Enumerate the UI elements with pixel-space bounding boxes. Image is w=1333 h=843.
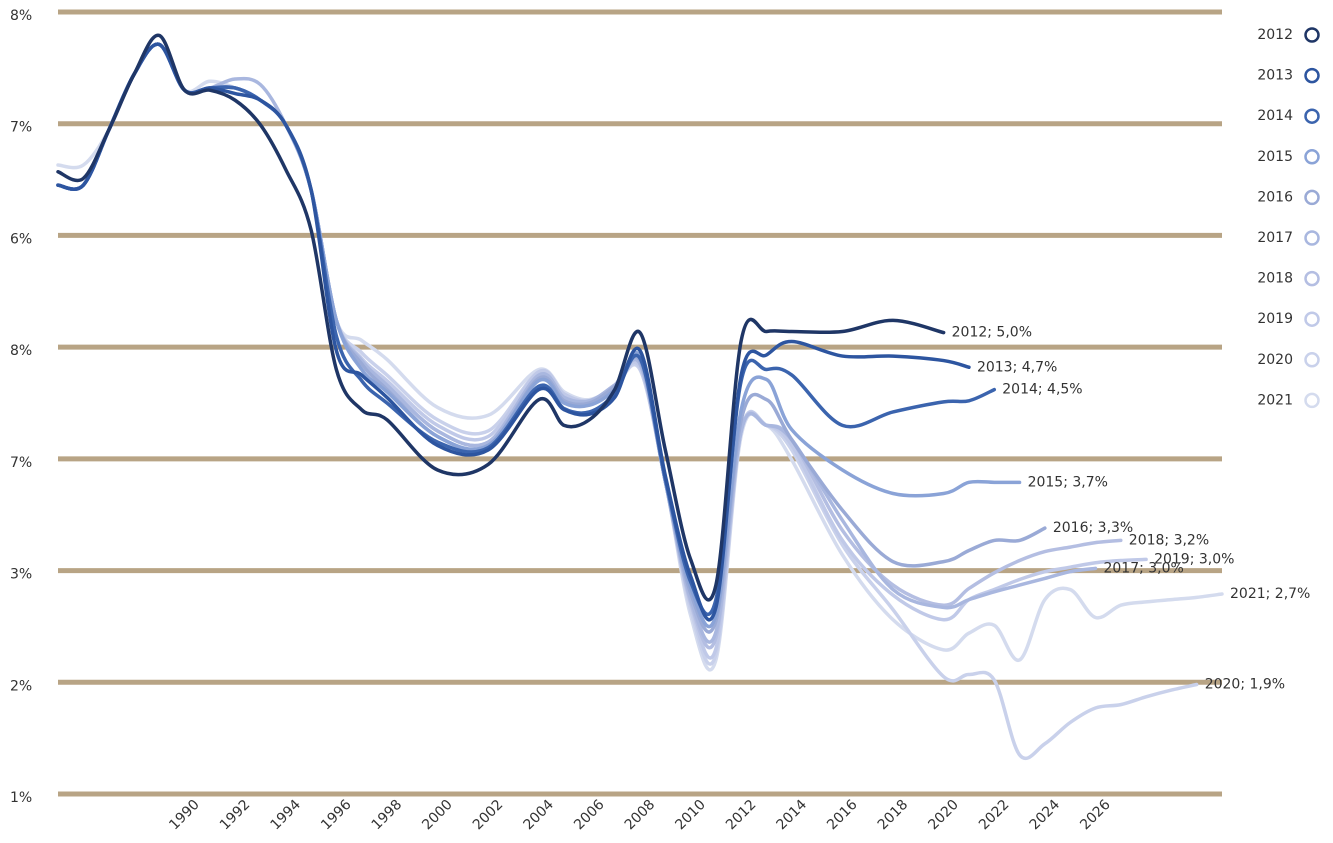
- end-label: 2014; 4,5%: [1002, 382, 1082, 398]
- x-tick-label: 2018: [875, 797, 912, 834]
- legend-label: 2012: [1257, 27, 1293, 43]
- legend-label: 2018: [1257, 271, 1293, 287]
- x-tick-label: 2002: [470, 797, 507, 834]
- y-tick-label: 8%: [10, 343, 32, 359]
- x-tick-label: 1998: [369, 797, 406, 834]
- legend-label: 2014: [1257, 108, 1293, 124]
- end-label: 2019; 3,0%: [1154, 551, 1234, 567]
- x-tick-label: 1996: [318, 797, 355, 834]
- x-tick-label: 2006: [571, 797, 608, 834]
- x-tick-label: 2008: [622, 797, 659, 834]
- x-tick-label: 2010: [672, 797, 709, 834]
- end-label: 2016; 3,3%: [1053, 520, 1133, 536]
- legend-marker: [1304, 311, 1320, 327]
- x-tick-label: 1992: [217, 797, 254, 834]
- y-tick-label: 6%: [10, 231, 32, 247]
- legend-label: 2017: [1257, 230, 1293, 246]
- series-line: [56, 42, 1047, 634]
- end-label: 2017; 3,0%: [1103, 560, 1183, 576]
- legend-marker: [1304, 27, 1320, 43]
- x-tick-label: 2020: [925, 797, 962, 834]
- legend-label: 2016: [1257, 189, 1293, 205]
- x-tick-label: 2022: [976, 797, 1013, 834]
- end-label: 2020; 1,9%: [1205, 677, 1285, 693]
- x-tick-label: 2026: [1077, 797, 1114, 834]
- end-label: 2013; 4,7%: [977, 359, 1057, 375]
- legend-label: 2021: [1257, 392, 1293, 408]
- legend-label: 2013: [1257, 68, 1293, 84]
- y-tick-label: 2%: [10, 678, 32, 694]
- x-tick-label: 2024: [1027, 797, 1064, 834]
- y-tick-label: 7%: [10, 455, 32, 471]
- legend-label: 2020: [1257, 352, 1293, 368]
- y-tick-label: 7%: [10, 120, 32, 136]
- end-label: 2021; 2,7%: [1230, 586, 1310, 602]
- legend-marker: [1304, 108, 1320, 124]
- legend-marker: [1304, 270, 1320, 287]
- y-tick-label: 3%: [10, 567, 32, 583]
- legend-marker: [1304, 230, 1320, 246]
- end-label: 2015; 3,7%: [1028, 474, 1108, 490]
- y-tick-label: 8%: [10, 8, 32, 24]
- end-label: 2012; 5,0%: [952, 325, 1032, 341]
- x-tick-label: 2016: [824, 797, 861, 834]
- legend-marker: [1304, 189, 1320, 206]
- series-line: [56, 42, 1022, 629]
- series-line: [56, 33, 946, 602]
- x-tick-label: 1994: [267, 797, 304, 834]
- end-label: 2018; 3,2%: [1129, 532, 1209, 548]
- legend-marker: [1304, 67, 1320, 84]
- x-tick-label: 1990: [166, 797, 203, 834]
- legend-marker: [1304, 352, 1320, 368]
- y-tick-label: 1%: [10, 790, 32, 806]
- legend-label: 2015: [1257, 149, 1293, 165]
- series-line: [56, 42, 1098, 644]
- x-tick-label: 2004: [521, 797, 558, 834]
- legend-marker: [1304, 149, 1320, 165]
- legend-label: 2019: [1257, 311, 1293, 327]
- x-tick-label: 2012: [723, 797, 760, 834]
- legend-marker: [1304, 392, 1320, 409]
- series-line: [56, 42, 1148, 660]
- x-tick-label: 2000: [419, 797, 456, 834]
- x-tick-label: 2014: [774, 797, 811, 834]
